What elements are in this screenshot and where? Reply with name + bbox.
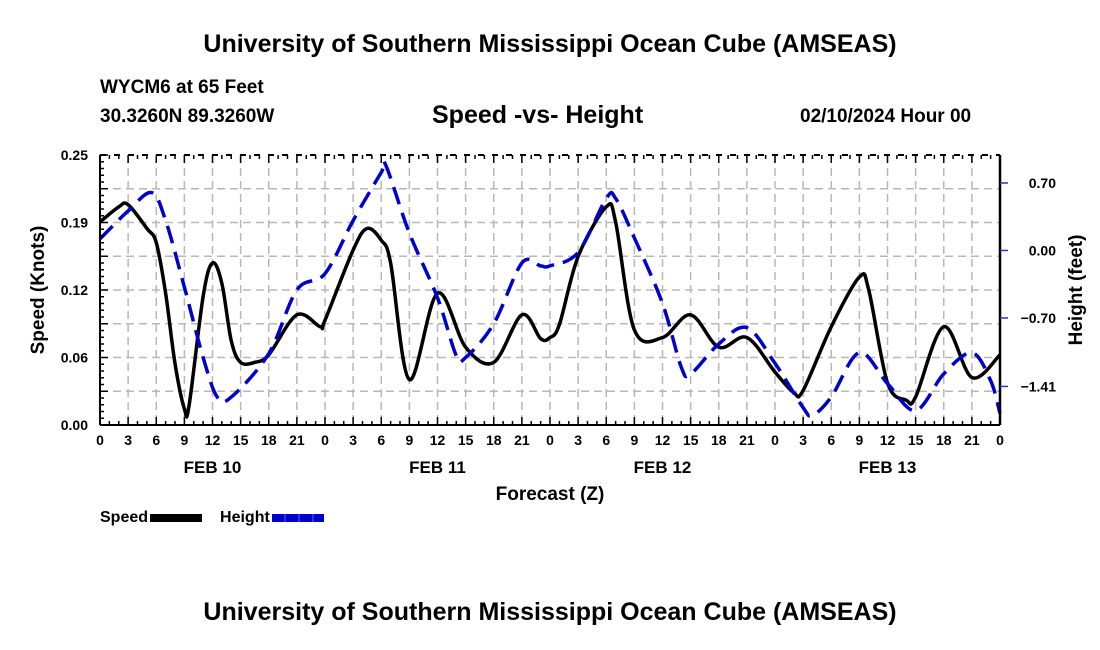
y-tick-label: 0.12 (61, 282, 88, 298)
legend-item-height: Height (220, 509, 324, 527)
legend: Speed Height (100, 509, 342, 527)
x-tick-label: 0 (96, 432, 104, 448)
day-label: FEB 13 (859, 458, 917, 477)
x-tick-label: 15 (683, 432, 699, 448)
x-tick-label: 9 (180, 432, 188, 448)
x-tick-label: 18 (486, 432, 502, 448)
x-tick-label: 21 (964, 432, 980, 448)
x-tick-label: 15 (233, 432, 249, 448)
legend-label-speed: Speed (100, 509, 149, 526)
x-tick-label: 9 (630, 432, 638, 448)
y-tick-label: 0.19 (61, 215, 88, 231)
axes (99, 154, 1008, 426)
x-tick-label: 3 (349, 432, 357, 448)
x-tick-label: 12 (205, 432, 221, 448)
x-tick-label: 21 (739, 432, 755, 448)
chart-title: Speed -vs- Height (432, 101, 644, 129)
y2-tick-label: −1.41 (1021, 378, 1057, 394)
x-tick-label: 0 (546, 432, 554, 448)
day-label: FEB 11 (409, 458, 466, 477)
x-tick-label: 18 (711, 432, 727, 448)
x-tick-label: 6 (377, 432, 385, 448)
y2-axis-title: Height (feet) (1066, 235, 1087, 346)
x-tick-label: 18 (261, 432, 277, 448)
x-tick-label: 3 (124, 432, 132, 448)
forecast-datetime: 02/10/2024 Hour 00 (800, 106, 972, 127)
series-line-height (98, 159, 1002, 418)
x-tick-label: 18 (936, 432, 952, 448)
x-tick-label: 15 (458, 432, 474, 448)
series-line-speed (98, 201, 1002, 419)
x-tick-label: 9 (855, 432, 863, 448)
x-axis-title: Forecast (Z) (496, 484, 605, 505)
x-tick-label: 3 (574, 432, 582, 448)
x-tick-label: 0 (771, 432, 779, 448)
x-tick-label: 12 (880, 432, 896, 448)
y-tick-label: 0.00 (61, 417, 88, 433)
legend-item-speed: Speed (100, 509, 203, 527)
y-tick-label: 0.25 (61, 147, 88, 163)
y-axis-title: Speed (Knots) (28, 226, 49, 355)
day-label: FEB 12 (634, 458, 692, 477)
footer-title: University of Southern Mississippi Ocean… (203, 598, 897, 626)
grid (100, 155, 1000, 425)
day-label: FEB 10 (184, 458, 242, 477)
x-tick-label: 21 (514, 432, 530, 448)
x-tick-label: 6 (602, 432, 610, 448)
series-layer (98, 159, 1002, 419)
axis-labels: 0 3 6 9 12 15 18 21 0 3 6 9 12 15 18 21 0 3 6 9 12 15 18 21 0 3 6 9… (28, 147, 1087, 505)
x-tick-label: 12 (430, 432, 446, 448)
main-title: University of Southern Mississippi Ocean… (203, 30, 897, 58)
x-tick-label: 3 (799, 432, 807, 448)
legend-label-height: Height (220, 509, 270, 526)
y-tick-label: 0.06 (61, 350, 88, 366)
y2-tick-label: 0.70 (1029, 175, 1056, 191)
y2-tick-label: 0.00 (1029, 242, 1056, 258)
y2-tick-label: −0.70 (1021, 310, 1057, 326)
station-label: WYCM6 at 65 Feet (100, 77, 264, 98)
legend-swatch-height (271, 514, 324, 522)
x-tick-label: 6 (827, 432, 835, 448)
x-tick-label: 21 (289, 432, 305, 448)
legend-swatch-speed (150, 514, 203, 522)
x-tick-label: 0 (996, 432, 1004, 448)
x-tick-label: 12 (655, 432, 671, 448)
x-tick-label: 15 (908, 432, 924, 448)
x-tick-label: 6 (152, 432, 160, 448)
x-tick-label: 0 (321, 432, 329, 448)
x-tick-label: 9 (405, 432, 413, 448)
coordinates-label: 30.3260N 89.3260W (100, 106, 275, 127)
